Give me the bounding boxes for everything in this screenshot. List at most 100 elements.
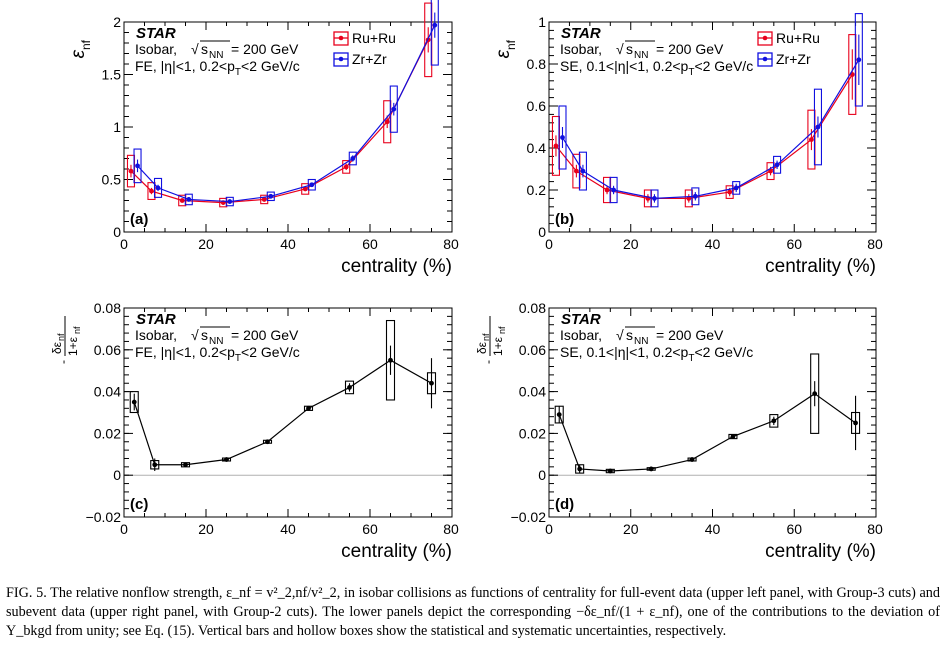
- data-point: [350, 156, 356, 161]
- y-tick-label: 0.08: [94, 300, 121, 316]
- info-sqrt: √: [191, 41, 199, 57]
- x-tick-label: 20: [198, 521, 214, 537]
- info-line-2: SE, 0.1<|η|<1, 0.2<pT<2 GeV/c: [560, 58, 753, 78]
- info-line-2-part2: <2 GeV/c: [694, 58, 753, 74]
- panel-tag: (d): [555, 496, 574, 513]
- data-point: [268, 193, 274, 199]
- x-tick-label: 0: [545, 236, 553, 252]
- y-tick-label: 0.5: [102, 172, 122, 188]
- y-axis-title-subscript: nf: [504, 39, 518, 50]
- sys-box: [133, 148, 142, 184]
- legend-marker: [762, 35, 768, 41]
- y-axis-title-den: 1+ε: [66, 336, 80, 356]
- info-sqrt: √: [616, 327, 624, 343]
- data-point: [224, 457, 229, 462]
- y-tick-label: 0.02: [94, 425, 121, 441]
- data-point: [429, 380, 434, 386]
- series-Zr+Zr: [133, 0, 439, 207]
- y-tick-label: 0.02: [519, 425, 546, 441]
- info-line-1: Isobar,: [135, 327, 177, 343]
- sys-box: [225, 196, 234, 207]
- info-line-2-sub: T: [235, 67, 241, 78]
- sys-box: [344, 380, 355, 395]
- data-point: [809, 137, 814, 143]
- info-s: s: [626, 41, 633, 57]
- x-tick-label: 80: [867, 521, 883, 537]
- info-line-1: Isobar,: [135, 41, 177, 57]
- y-tick-label: 0.06: [94, 342, 121, 358]
- data-point: [853, 420, 858, 426]
- x-tick-label: 40: [280, 236, 296, 252]
- data-point: [577, 466, 583, 472]
- panel-tag: (a): [130, 211, 148, 228]
- sys-box: [385, 319, 396, 401]
- y-axis-title-symbol: ε: [493, 49, 514, 58]
- data-point: [384, 119, 390, 125]
- y-tick-label: 0: [113, 467, 121, 483]
- star-label: STAR: [561, 25, 601, 42]
- legend-label: Ru+Ru: [352, 30, 396, 46]
- legend-marker: [338, 56, 344, 62]
- data-point: [560, 135, 565, 140]
- y-axis-title-den-sub: nf: [72, 326, 82, 334]
- legend: Ru+Ru Zr+Zr: [333, 30, 396, 67]
- data-point: [768, 168, 773, 174]
- panel-d: 0 20 40 60 80−0.0200.020.040.060.08centralit…: [475, 300, 883, 562]
- info-line-2-part2: <2 GeV/c: [241, 344, 300, 360]
- data-point: [135, 163, 140, 169]
- sys-box: [348, 151, 357, 166]
- data-point: [812, 391, 818, 397]
- y-axis-title-minus: -: [481, 360, 495, 364]
- info-line-1: Isobar,: [560, 41, 602, 57]
- data-point: [607, 468, 613, 474]
- y-axis-title-num: δε: [50, 341, 64, 354]
- data-point: [186, 197, 192, 202]
- info-line-2: FE, |η|<1, 0.2<pT<2 GeV/c: [135, 58, 300, 78]
- data-point: [432, 22, 438, 28]
- data-point: [183, 462, 188, 468]
- legend-label: Ru+Ru: [776, 30, 820, 46]
- sys-box: [813, 88, 823, 166]
- sys-box: [184, 193, 193, 206]
- info-sqrt: √: [616, 41, 624, 57]
- sys-box: [854, 13, 863, 107]
- sys-box: [773, 155, 782, 174]
- x-tick-label: 60: [362, 521, 378, 537]
- sys-box: [129, 391, 139, 414]
- x-tick-label: 80: [867, 236, 883, 252]
- info-line-2-sub: T: [688, 353, 694, 364]
- data-point: [265, 439, 270, 445]
- info-energy: = 200 GeV: [231, 327, 299, 343]
- y-tick-label: 1: [113, 119, 121, 135]
- y-tick-label: 0.04: [519, 384, 546, 400]
- data-point: [149, 188, 154, 194]
- info-line-2-part1: SE, 0.1<|η|<1, 0.2<p: [560, 58, 689, 74]
- y-axis-title-num: δε: [475, 341, 489, 354]
- x-tick-label: 80: [443, 521, 459, 537]
- data-point: [179, 198, 185, 203]
- y-axis-title-den-sub: nf: [497, 326, 507, 334]
- legend-label: Zr+Zr: [776, 51, 811, 67]
- info-line-2: SE, 0.1<|η|<1, 0.2<pT<2 GeV/c: [560, 344, 753, 364]
- data-point: [856, 57, 862, 63]
- y-tick-label: 0.04: [94, 384, 121, 400]
- data-point: [611, 187, 616, 193]
- series-ratio: [554, 353, 861, 474]
- info-line-2-sub: T: [688, 67, 694, 78]
- info-line-2-part1: FE, |η|<1, 0.2<p: [135, 58, 235, 74]
- y-axis-title-minus: -: [56, 360, 70, 364]
- data-point: [347, 385, 352, 390]
- x-tick-label: 60: [786, 521, 802, 537]
- legend: Ru+Ru Zr+Zr: [757, 30, 820, 67]
- sys-box: [307, 178, 316, 191]
- sys-box: [691, 187, 700, 206]
- series-Zr+Zr: [558, 13, 863, 208]
- y-tick-label: 2: [113, 14, 121, 30]
- sys-box: [578, 151, 587, 191]
- info-s: s: [201, 327, 208, 343]
- data-point: [580, 168, 586, 174]
- info-sqrt: √: [191, 327, 199, 343]
- y-tick-label: 0.8: [527, 56, 547, 72]
